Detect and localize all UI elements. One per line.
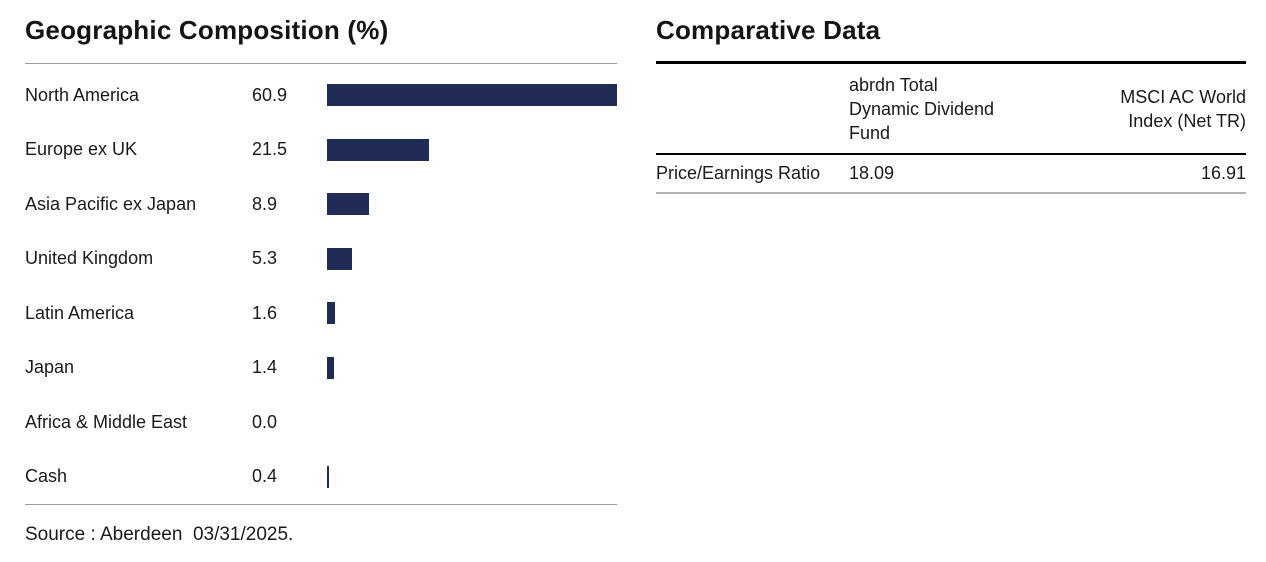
chart-row: United Kingdom 5.3 <box>25 232 617 287</box>
category-label: North America <box>25 84 140 105</box>
header-index-column: MSCI AC World Index (Net TR) <box>1120 87 1246 131</box>
bar <box>327 465 329 488</box>
value-label: 1.4 <box>252 357 278 378</box>
bar <box>327 193 370 216</box>
bar-track <box>327 465 617 488</box>
chart-top-divider <box>25 63 617 64</box>
value-label: 8.9 <box>252 193 278 214</box>
table-row: Price/Earnings Ratio 18.09 16.91 <box>656 155 1246 194</box>
value-label: 60.9 <box>252 84 288 105</box>
comparative-table: abrdn Total Dynamic Dividend Fund MSCI A… <box>656 64 1246 194</box>
table-title: Comparative Data <box>656 15 881 45</box>
chart-row: Cash 0.4 <box>25 450 617 505</box>
chart-row: Japan 1.4 <box>25 341 617 396</box>
table-header-row: abrdn Total Dynamic Dividend Fund MSCI A… <box>656 64 1246 155</box>
value-label: 21.5 <box>252 139 288 160</box>
bar-track <box>327 84 617 107</box>
bar-track <box>327 411 617 433</box>
bar-chart: North America 60.9 Europe ex UK 21.5 Asia Pa… <box>25 64 617 504</box>
bar <box>327 138 430 161</box>
table-top-divider <box>656 61 1246 64</box>
value-label: 0.4 <box>252 466 278 487</box>
bar <box>327 356 334 379</box>
category-label: Cash <box>25 466 68 487</box>
comparative-data-section: Comparative Data abrdn Total Dynamic Div… <box>656 13 1246 194</box>
category-label: Latin America <box>25 302 135 323</box>
fund-value: 18.09 <box>849 163 895 183</box>
bar-track <box>327 356 617 379</box>
bar <box>327 247 353 270</box>
row-label: Price/Earnings Ratio <box>656 163 821 183</box>
value-label: 1.6 <box>252 302 278 323</box>
bar-track <box>327 247 617 270</box>
bar-track <box>327 138 617 161</box>
header-fund-column: abrdn Total Dynamic Dividend Fund <box>849 75 995 143</box>
category-label: Asia Pacific ex Japan <box>25 193 197 214</box>
category-label: Africa & Middle East <box>25 411 188 432</box>
chart-row: North America 60.9 <box>25 68 617 123</box>
category-label: United Kingdom <box>25 248 154 269</box>
bar-track <box>327 193 617 216</box>
chart-bottom-divider <box>25 504 617 505</box>
category-label: Japan <box>25 357 75 378</box>
category-label: Europe ex UK <box>25 139 138 160</box>
chart-row: Latin America 1.6 <box>25 286 617 341</box>
chart-row: Europe ex UK 21.5 <box>25 123 617 178</box>
chart-row: Asia Pacific ex Japan 8.9 <box>25 177 617 232</box>
value-label: 5.3 <box>252 248 278 269</box>
chart-row: Africa & Middle East 0.0 <box>25 395 617 450</box>
value-label: 0.0 <box>252 411 278 432</box>
bar <box>327 302 335 325</box>
chart-title: Geographic Composition (%) <box>25 15 389 45</box>
index-value: 16.91 <box>1200 163 1246 183</box>
geographic-composition-section: Geographic Composition (%) North America… <box>25 13 617 546</box>
source-note: Source : Aberdeen 03/31/2025. <box>25 524 294 545</box>
bar <box>327 84 617 107</box>
bar-track <box>327 302 617 325</box>
